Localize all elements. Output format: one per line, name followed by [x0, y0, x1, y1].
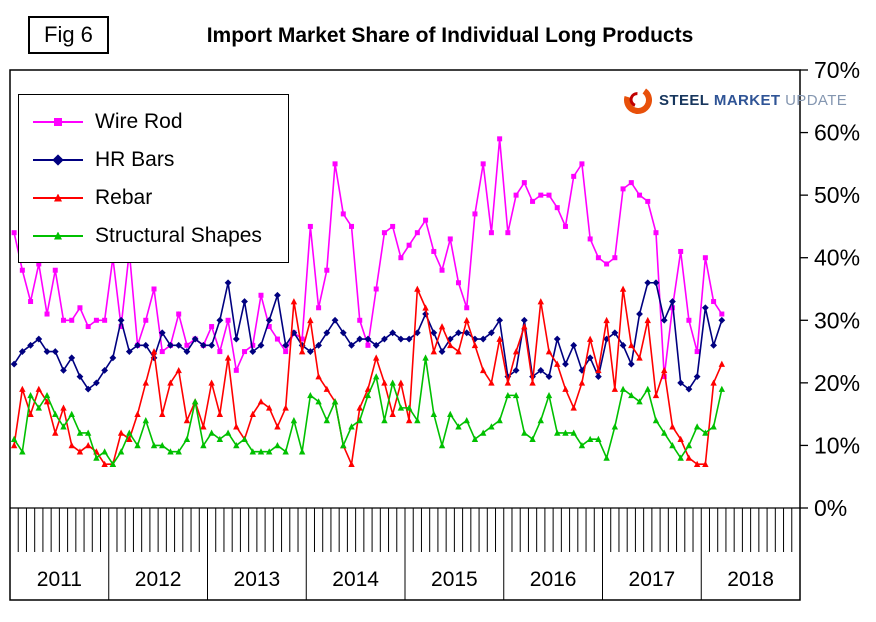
svg-text:0%: 0%	[814, 495, 847, 521]
y-axis-labels: 0% 10% 20% 30% 40% 50% 60% 70%	[800, 57, 860, 521]
figure-number-label: Fig 6	[44, 22, 93, 47]
x-axis-labels: 2011 2012 2013 2014 2015 2016 2017 2018	[37, 568, 774, 591]
svg-text:10%: 10%	[814, 432, 860, 458]
hr-bars-swatch-icon	[33, 153, 83, 167]
svg-text:2016: 2016	[530, 568, 577, 591]
legend-label-hr-bars: HR Bars	[95, 147, 175, 171]
svg-text:20%: 20%	[814, 370, 860, 396]
logo-word-market: MARKET	[713, 91, 781, 109]
svg-text:2018: 2018	[727, 568, 774, 591]
series-wire-rod	[11, 136, 725, 380]
legend-item-hr-bars: HR Bars	[33, 145, 262, 174]
svg-text:60%: 60%	[814, 120, 860, 146]
smu-logo: STEEL MARKET UPDATE	[622, 84, 847, 116]
figure-number-box: Fig 6	[28, 16, 109, 54]
series-structural-shapes	[10, 354, 726, 467]
svg-text:70%: 70%	[814, 57, 860, 83]
legend-item-rebar: Rebar	[33, 183, 262, 212]
plot-frame	[9, 69, 801, 601]
smu-swoosh-icon	[624, 86, 652, 114]
svg-text:2017: 2017	[629, 568, 676, 591]
svg-text:40%: 40%	[814, 245, 860, 271]
legend-label-rebar: Rebar	[95, 185, 153, 209]
svg-text:30%: 30%	[814, 307, 860, 333]
wire-rod-swatch-icon	[33, 115, 83, 129]
legend-label-structural-shapes: Structural Shapes	[95, 223, 262, 247]
svg-text:2011: 2011	[37, 568, 82, 591]
legend-item-structural-shapes: Structural Shapes	[33, 221, 262, 250]
svg-text:2012: 2012	[135, 568, 182, 591]
svg-text:2013: 2013	[234, 568, 281, 591]
logo-word-steel: STEEL	[659, 91, 710, 109]
chart-title: Import Market Share of Individual Long P…	[206, 24, 694, 47]
structural-shapes-swatch-icon	[33, 229, 83, 243]
legend-item-wire-rod: Wire Rod	[33, 107, 262, 136]
svg-text:50%: 50%	[814, 182, 860, 208]
series-hr-bars	[10, 279, 726, 393]
legend-label-wire-rod: Wire Rod	[95, 109, 183, 133]
svg-text:2014: 2014	[332, 568, 379, 591]
svg-text:2015: 2015	[431, 568, 478, 591]
rebar-swatch-icon	[33, 191, 83, 205]
logo-word-update: UPDATE	[785, 91, 848, 109]
chart-legend: Wire Rod HR Bars Rebar Structural Shapes	[18, 94, 289, 263]
x-axis-ticks	[9, 508, 801, 600]
series-rebar	[10, 285, 726, 468]
